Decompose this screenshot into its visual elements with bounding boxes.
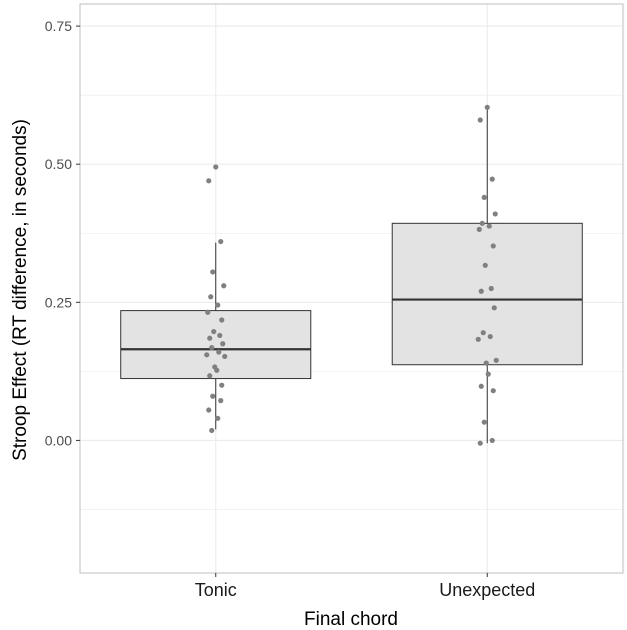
data-point-tonic (219, 382, 225, 388)
data-point-unexpected (481, 419, 487, 425)
data-point-unexpected (490, 243, 496, 249)
y-tick-label: 0.50 (45, 156, 72, 172)
data-point-tonic (210, 269, 216, 275)
data-point-unexpected (475, 336, 481, 342)
data-point-unexpected (483, 360, 489, 366)
y-tick-label: 0.25 (45, 294, 72, 310)
data-point-tonic (220, 341, 226, 347)
data-point-unexpected (485, 371, 491, 377)
data-point-tonic (205, 309, 211, 315)
data-point-tonic (207, 335, 213, 341)
x-axis-ticks: Tonic Unexpected (195, 573, 535, 600)
data-point-tonic (222, 353, 228, 360)
data-point-tonic (206, 178, 212, 184)
data-point-unexpected (489, 176, 495, 182)
data-point-tonic (218, 238, 224, 245)
data-point-unexpected (478, 383, 484, 389)
x-axis-title: Final chord (304, 609, 398, 630)
data-point-tonic (217, 332, 223, 339)
y-axis-title: Stroop Effect (RT difference, in seconds… (10, 119, 31, 461)
data-point-tonic (211, 328, 217, 335)
data-point-unexpected (484, 104, 490, 110)
data-points (204, 104, 499, 446)
x-tick-label: Unexpected (439, 580, 535, 600)
data-point-tonic (209, 427, 215, 434)
data-point-unexpected (477, 117, 483, 123)
data-point-tonic (207, 373, 213, 379)
data-point-tonic (219, 317, 225, 323)
data-point-unexpected (477, 440, 483, 446)
data-point-unexpected (491, 305, 497, 311)
data-point-tonic (208, 294, 214, 300)
box-unexpected (391, 222, 583, 366)
panel-border (79, 3, 624, 574)
x-tick-label: Tonic (195, 580, 237, 600)
y-tick-label: 0.00 (45, 432, 72, 448)
data-point-unexpected (479, 220, 485, 226)
data-point-unexpected (493, 357, 499, 363)
y-tick-label: 0.75 (45, 18, 72, 34)
data-point-unexpected (490, 388, 496, 394)
data-point-unexpected (476, 226, 482, 232)
data-point-tonic (209, 345, 215, 351)
data-point-unexpected (489, 437, 495, 444)
data-point-tonic (221, 283, 227, 289)
data-point-tonic (206, 407, 212, 413)
data-point-unexpected (478, 288, 484, 294)
data-point-tonic (218, 398, 224, 404)
data-point-tonic (214, 367, 220, 373)
y-axis-ticks: 0.00 0.25 0.50 0.75 (45, 18, 80, 448)
boxes (120, 107, 583, 444)
data-point-tonic (210, 393, 216, 399)
data-point-tonic (215, 415, 221, 421)
data-point-tonic (215, 302, 221, 308)
data-point-tonic (204, 352, 210, 358)
data-point-unexpected (486, 223, 492, 229)
data-point-unexpected (488, 285, 494, 292)
data-point-unexpected (487, 333, 493, 340)
data-point-tonic (213, 164, 219, 170)
data-point-unexpected (482, 262, 488, 268)
data-point-unexpected (492, 211, 498, 217)
data-point-unexpected (480, 330, 486, 336)
data-point-tonic (216, 349, 222, 355)
data-point-unexpected (481, 194, 487, 200)
